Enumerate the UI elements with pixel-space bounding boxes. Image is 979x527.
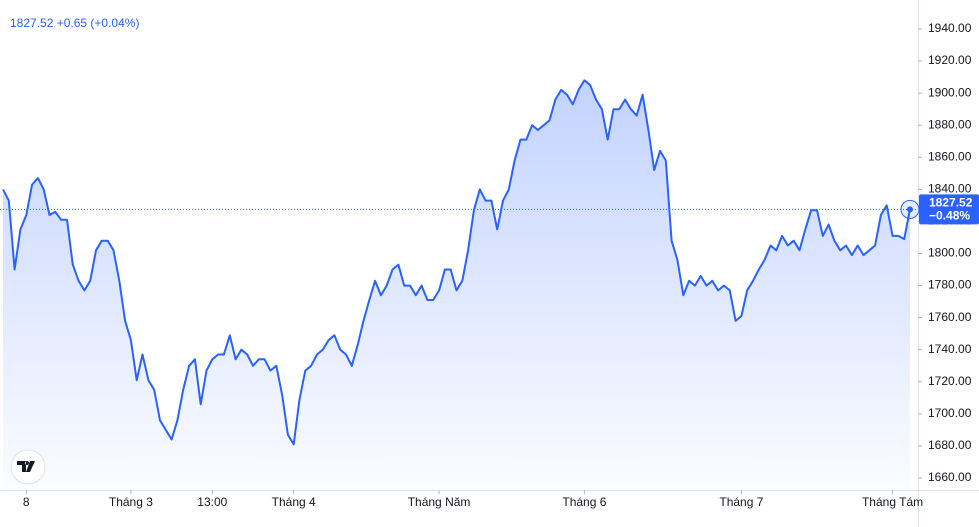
y-tick-label: 1860.00 bbox=[928, 149, 972, 163]
y-tick-label: 1840.00 bbox=[928, 182, 972, 196]
x-tick-label: Tháng Tám bbox=[862, 495, 923, 509]
x-tick-label: 8 bbox=[23, 495, 30, 509]
y-tick-label: 1900.00 bbox=[928, 85, 972, 99]
y-tick-label: 1660.00 bbox=[928, 470, 972, 484]
y-tick-label: 1780.00 bbox=[928, 278, 972, 292]
y-tick-label: 1680.00 bbox=[928, 438, 972, 452]
price-line bbox=[2, 79, 911, 446]
last-price-badge bbox=[919, 194, 979, 225]
y-tick-label: 1760.00 bbox=[928, 310, 972, 324]
last-price-label: 1827.52 bbox=[929, 196, 973, 210]
y-tick-label: 1880.00 bbox=[928, 117, 972, 131]
y-tick-label: 1700.00 bbox=[928, 406, 972, 420]
tv-logo bbox=[10, 449, 46, 485]
price-area bbox=[3, 80, 910, 491]
x-tick-label: Tháng 6 bbox=[562, 495, 606, 509]
y-tick-label: 1740.00 bbox=[928, 342, 972, 356]
x-tick-label: Tháng 7 bbox=[719, 495, 763, 509]
x-tick-label: Tháng 3 bbox=[109, 495, 153, 509]
y-tick-label: 1800.00 bbox=[928, 246, 972, 260]
header-quote: 1827.52 +0.65 (+0.04%) bbox=[10, 16, 139, 30]
y-tick-label: 1920.00 bbox=[928, 53, 972, 67]
y-tick-label: 1720.00 bbox=[928, 374, 972, 388]
last-change-label: −0.48% bbox=[929, 209, 970, 223]
x-tick-label: 13:00 bbox=[197, 495, 227, 509]
x-tick-label: Tháng 4 bbox=[272, 495, 316, 509]
x-tick-label: Tháng Năm bbox=[408, 495, 471, 509]
plot-area bbox=[0, 79, 918, 491]
y-tick-label: 1940.00 bbox=[928, 21, 972, 35]
last-price-dot bbox=[907, 206, 913, 213]
